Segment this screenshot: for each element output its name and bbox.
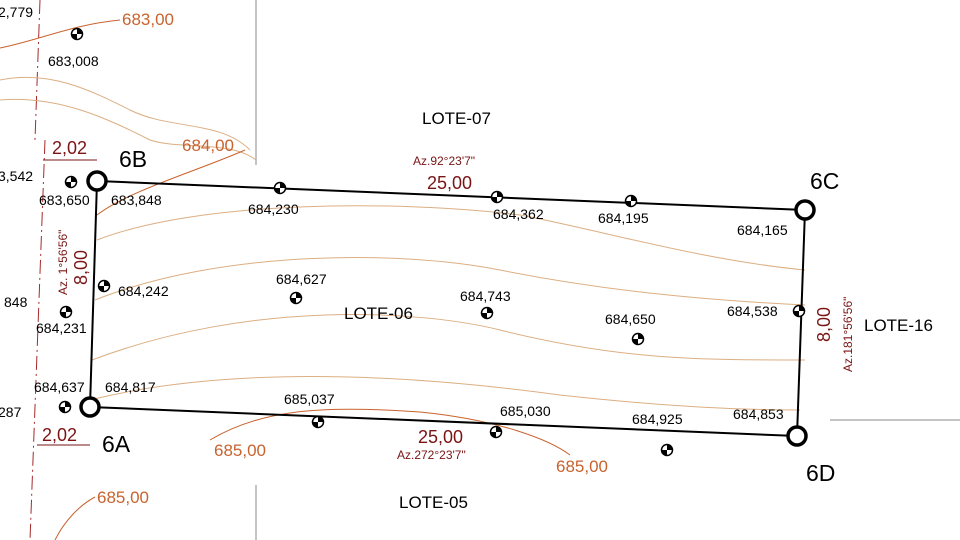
elevation: 683,650 <box>39 192 90 208</box>
elevation: 287 <box>0 404 22 420</box>
contour-label: 685,00 <box>556 457 608 476</box>
elevation: 684,362 <box>493 206 544 222</box>
contour-label: 685,00 <box>214 441 266 460</box>
elevation: 684,743 <box>460 288 511 304</box>
elevation: 684,231 <box>36 320 87 336</box>
elevation: 684,650 <box>605 311 656 327</box>
vertex-label: 6D <box>806 460 835 486</box>
elevation: 685,030 <box>500 403 551 419</box>
setback-lines <box>29 0 46 540</box>
elevation-labels: 2,779 683,008 3,542 683,650 683,848 684,… <box>0 4 788 427</box>
contour-lines <box>0 19 806 540</box>
elevation: 684,853 <box>733 406 784 422</box>
azimuth: Az.92°23'7" <box>413 154 475 168</box>
contour-label: 683,00 <box>122 10 174 29</box>
side-length: 8,00 <box>814 307 834 342</box>
side-length: 8,00 <box>71 250 91 285</box>
offset-length: 2,02 <box>52 138 87 158</box>
elevation: 683,008 <box>48 53 99 69</box>
elevation: 684,817 <box>105 379 156 395</box>
azimuth: Az.181°56'56" <box>841 297 855 372</box>
lot-label: LOTE-05 <box>399 493 468 512</box>
elevation: 2,779 <box>0 4 33 20</box>
elevation: 683,848 <box>111 192 162 208</box>
offset-dims <box>37 159 97 446</box>
contour-label: 684,00 <box>182 136 234 155</box>
elevation: 684,925 <box>632 411 683 427</box>
guide-lines <box>255 0 960 540</box>
vertex-label: 6A <box>102 431 131 457</box>
elevation: 684,242 <box>118 283 169 299</box>
survey-points <box>58 27 806 457</box>
azimuth: Az.272°23'7" <box>397 448 466 462</box>
contour-label: 685,00 <box>97 488 149 507</box>
lot-boundary <box>88 179 807 438</box>
vertex-markers <box>79 170 816 447</box>
elevation: 848 <box>4 294 28 310</box>
vertex-label: 6B <box>119 146 147 172</box>
elevation: 684,637 <box>34 379 85 395</box>
lot-label: LOTE-06 <box>344 304 413 323</box>
elevation: 3,542 <box>0 168 33 184</box>
azimuth: Az. 1°56'56" <box>56 230 70 295</box>
side-length: 25,00 <box>418 427 463 447</box>
vertex-label: 6C <box>810 168 839 194</box>
lot-label: LOTE-07 <box>422 109 491 128</box>
elevation: 684,627 <box>276 271 327 287</box>
elevation: 684,230 <box>248 201 299 217</box>
elevation: 684,538 <box>727 303 778 319</box>
lot-label: LOTE-16 <box>864 316 933 335</box>
elevation: 684,195 <box>598 210 649 226</box>
offset-length: 2,02 <box>42 425 77 445</box>
side-length: 25,00 <box>427 173 472 193</box>
elevation: 685,037 <box>284 391 335 407</box>
elevation: 684,165 <box>737 222 788 238</box>
